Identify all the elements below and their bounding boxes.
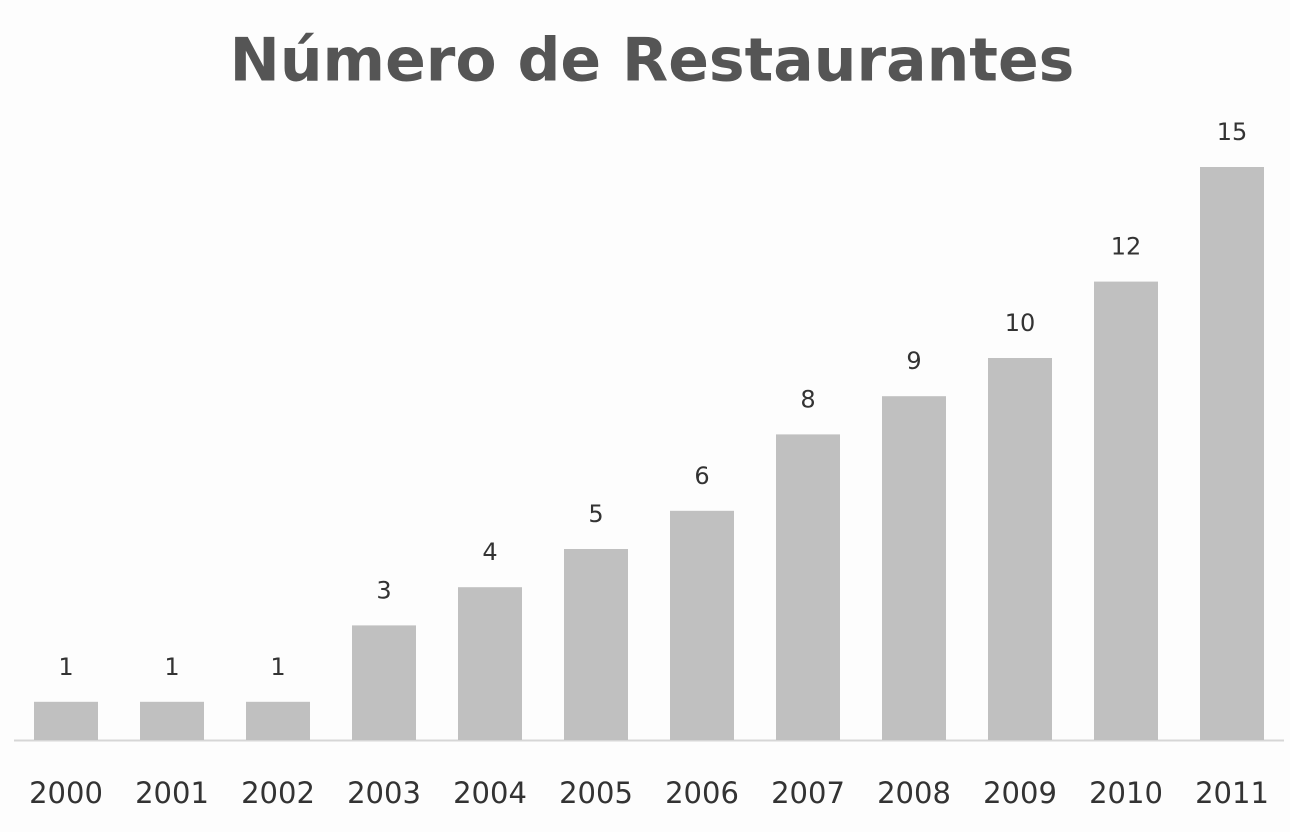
bar (1200, 167, 1264, 740)
x-tick-label: 2011 (1195, 776, 1269, 810)
bar (988, 358, 1052, 740)
x-tick-label: 2007 (771, 776, 845, 810)
value-label: 1 (164, 653, 179, 681)
value-label: 1 (270, 653, 285, 681)
value-label: 15 (1217, 118, 1248, 146)
x-tick-label: 2000 (29, 776, 103, 810)
value-label: 9 (906, 347, 921, 375)
bar (564, 549, 628, 740)
chart-title: Número de Restaurantes (230, 26, 1075, 96)
bar (34, 701, 98, 740)
value-label: 10 (1005, 309, 1036, 337)
value-label: 4 (482, 538, 497, 566)
value-label: 12 (1111, 233, 1142, 261)
x-tick-label: 2005 (559, 776, 633, 810)
bar (776, 434, 840, 740)
bar (458, 587, 522, 740)
x-tick-label: 2006 (665, 776, 739, 810)
x-tick-label: 2001 (135, 776, 209, 810)
x-tick-label: 2003 (347, 776, 421, 810)
x-tick-label: 2009 (983, 776, 1057, 810)
bar (140, 701, 204, 740)
x-tick-label: 2004 (453, 776, 527, 810)
bar (352, 625, 416, 740)
bar (246, 701, 310, 740)
value-label: 1 (58, 653, 73, 681)
x-tick-label: 2002 (241, 776, 315, 810)
x-tick-label: 2008 (877, 776, 951, 810)
bar (670, 510, 734, 740)
value-label: 5 (588, 500, 603, 528)
value-label: 8 (800, 385, 815, 413)
bar (1094, 281, 1158, 740)
value-label: 6 (694, 462, 709, 490)
x-tick-label: 2010 (1089, 776, 1163, 810)
value-label: 3 (376, 576, 391, 604)
bar (882, 396, 946, 740)
